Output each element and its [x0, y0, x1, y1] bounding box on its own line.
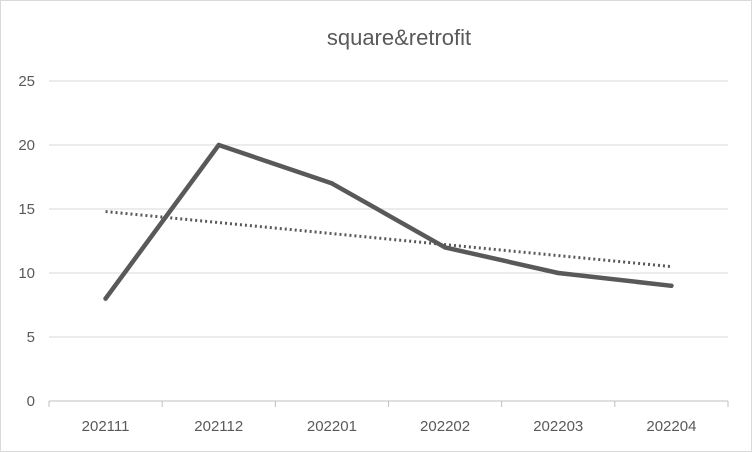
data-point-202202 [442, 245, 448, 250]
x-tick-label-202201: 202201 [307, 418, 357, 435]
y-tick-label-25: 25 [18, 73, 35, 90]
data-point-202112 [216, 142, 221, 148]
y-tick-label-15: 15 [18, 201, 35, 218]
y-tick-label-10: 10 [18, 265, 35, 282]
y-tick-label-20: 20 [18, 137, 35, 154]
x-tick-label-202203: 202203 [533, 418, 583, 435]
x-tick-label-202202: 202202 [420, 418, 470, 435]
trendline-layer [105, 210, 672, 269]
data-point-202111 [103, 296, 108, 301]
y-tick-label-5: 5 [27, 329, 35, 346]
y-tick-label-0: 0 [27, 393, 35, 410]
series-layer [103, 142, 674, 301]
axes [48, 400, 729, 407]
data-point-202201 [329, 181, 335, 186]
gridlines [49, 80, 728, 338]
x-tick-labels: 202111 202112 202201 202202 202203 202204 [82, 418, 697, 435]
y-tick-labels: 0 5 10 15 20 25 [18, 73, 35, 410]
trendline [105, 210, 672, 269]
x-tick-label-202204: 202204 [646, 418, 696, 435]
data-point-202204 [669, 283, 674, 288]
x-tick-label-202111: 202111 [82, 418, 130, 435]
x-tick-label-202112: 202112 [194, 418, 243, 435]
chart-title: square&retrofit [327, 25, 471, 50]
series-line-0 [103, 142, 674, 301]
data-point-202203 [556, 270, 561, 276]
